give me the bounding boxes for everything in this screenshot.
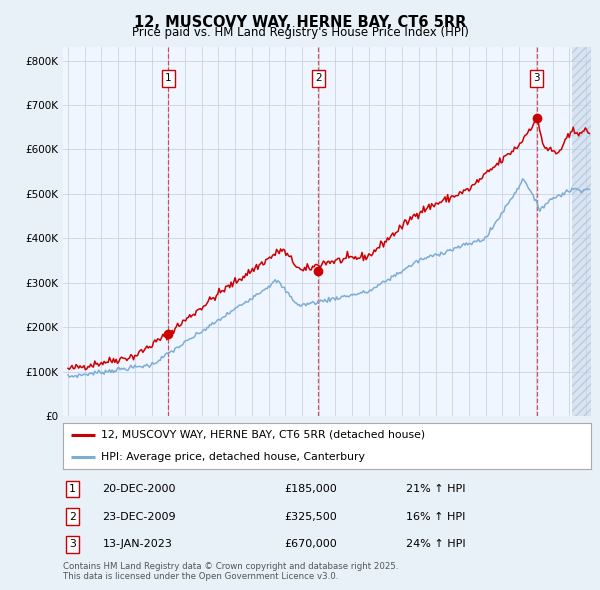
Text: 12, MUSCOVY WAY, HERNE BAY, CT6 5RR: 12, MUSCOVY WAY, HERNE BAY, CT6 5RR bbox=[134, 15, 466, 30]
Text: 24% ↑ HPI: 24% ↑ HPI bbox=[406, 539, 466, 549]
Text: 16% ↑ HPI: 16% ↑ HPI bbox=[406, 512, 466, 522]
Text: 13-JAN-2023: 13-JAN-2023 bbox=[103, 539, 172, 549]
Text: 1: 1 bbox=[165, 73, 172, 83]
Text: 3: 3 bbox=[69, 539, 76, 549]
Text: 21% ↑ HPI: 21% ↑ HPI bbox=[406, 484, 466, 494]
Text: 2: 2 bbox=[315, 73, 322, 83]
Text: 3: 3 bbox=[533, 73, 540, 83]
Text: HPI: Average price, detached house, Canterbury: HPI: Average price, detached house, Cant… bbox=[101, 452, 365, 462]
Text: £670,000: £670,000 bbox=[285, 539, 338, 549]
Text: Contains HM Land Registry data © Crown copyright and database right 2025.
This d: Contains HM Land Registry data © Crown c… bbox=[63, 562, 398, 581]
Text: £185,000: £185,000 bbox=[285, 484, 338, 494]
Text: 1: 1 bbox=[69, 484, 76, 494]
Text: 2: 2 bbox=[69, 512, 76, 522]
Text: Price paid vs. HM Land Registry's House Price Index (HPI): Price paid vs. HM Land Registry's House … bbox=[131, 26, 469, 39]
Text: 20-DEC-2000: 20-DEC-2000 bbox=[103, 484, 176, 494]
Text: £325,500: £325,500 bbox=[285, 512, 338, 522]
Text: 23-DEC-2009: 23-DEC-2009 bbox=[103, 512, 176, 522]
Text: 12, MUSCOVY WAY, HERNE BAY, CT6 5RR (detached house): 12, MUSCOVY WAY, HERNE BAY, CT6 5RR (det… bbox=[101, 430, 425, 440]
